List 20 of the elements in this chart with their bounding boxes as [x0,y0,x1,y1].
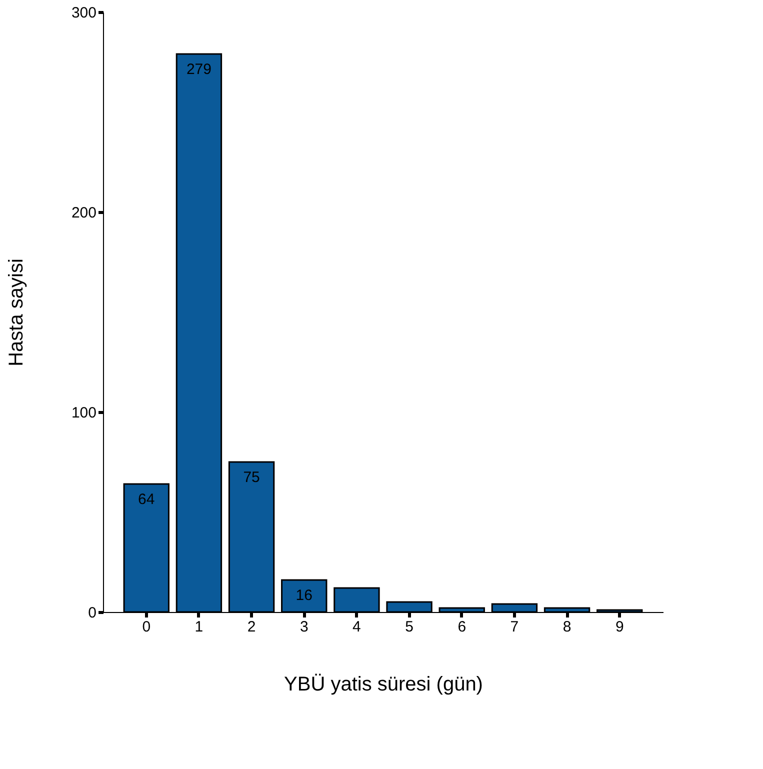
x-tick-label: 4 [352,618,361,636]
y-tick-label: 0 [88,604,96,622]
data-label: 64 [138,491,155,508]
x-tick-label: 3 [300,618,308,636]
x-tick-label: 7 [510,618,519,636]
x-tick-label: 8 [562,618,572,636]
x-tick-label: 1 [194,618,204,636]
x-tick-label: 6 [458,618,466,636]
y-tick-label: 200 [71,204,96,222]
y-axis-title: Hasta sayisi [5,258,28,366]
data-label: 16 [296,587,312,604]
x-tick-label: 0 [142,618,151,636]
x-tick-label: 9 [615,618,624,636]
x-tick-label: 2 [247,618,256,636]
x-axis-title: YBÜ yatis süresi (gün) [284,674,483,696]
x-tick-label: 5 [405,618,414,636]
data-label: 279 [186,61,212,78]
data-label: 75 [243,469,260,486]
y-tick-label: 100 [71,404,96,422]
y-tick-label: 300 [71,4,96,22]
